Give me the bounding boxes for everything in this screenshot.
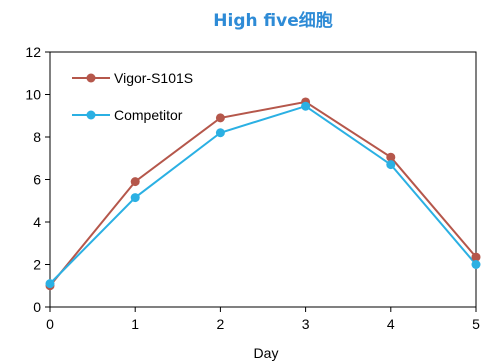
- x-tick-label: 1: [131, 316, 139, 332]
- x-tick-label: 0: [46, 316, 54, 332]
- legend-label-vigor: Vigor-S101S: [114, 70, 193, 86]
- data-point-1: [301, 101, 311, 111]
- y-tick-label: 4: [33, 214, 41, 230]
- x-tick-label: 3: [302, 316, 310, 332]
- y-tick-label: 10: [25, 87, 41, 103]
- y-tick-label: 6: [33, 172, 41, 188]
- data-point-0: [471, 252, 481, 262]
- data-point-1: [215, 128, 225, 138]
- plot-area-border: [49, 51, 477, 308]
- data-point-0: [386, 152, 396, 162]
- y-tick-label: 2: [33, 257, 41, 273]
- legend-marker-competitor: [86, 110, 96, 120]
- series-line-1: [49, 105, 477, 285]
- chart-title: High five细胞: [213, 10, 332, 31]
- data-point-1: [130, 193, 140, 203]
- data-point-1: [45, 279, 55, 289]
- x-axis-title: Day: [254, 345, 279, 361]
- x-tick-label: 2: [217, 316, 225, 332]
- data-point-1: [471, 260, 481, 269]
- data-point-0: [215, 113, 225, 123]
- legend: Vigor-S101S Competitor: [72, 70, 193, 123]
- y-tick-label: 0: [33, 299, 41, 315]
- x-tick-label: 4: [387, 316, 395, 332]
- x-tick-label: 5: [472, 316, 480, 332]
- series-layer: [45, 97, 481, 291]
- x-axis: 0 1 2 3 4 5: [46, 307, 480, 332]
- legend-marker-vigor: [86, 73, 96, 83]
- y-tick-label: 12: [25, 44, 41, 60]
- y-tick-label: 8: [33, 129, 41, 145]
- series-line-0: [49, 100, 477, 287]
- y-axis: 0 2 4 6 8 10 12: [25, 44, 50, 315]
- data-point-1: [386, 160, 396, 170]
- legend-label-competitor: Competitor: [114, 107, 183, 123]
- data-point-0: [130, 177, 140, 187]
